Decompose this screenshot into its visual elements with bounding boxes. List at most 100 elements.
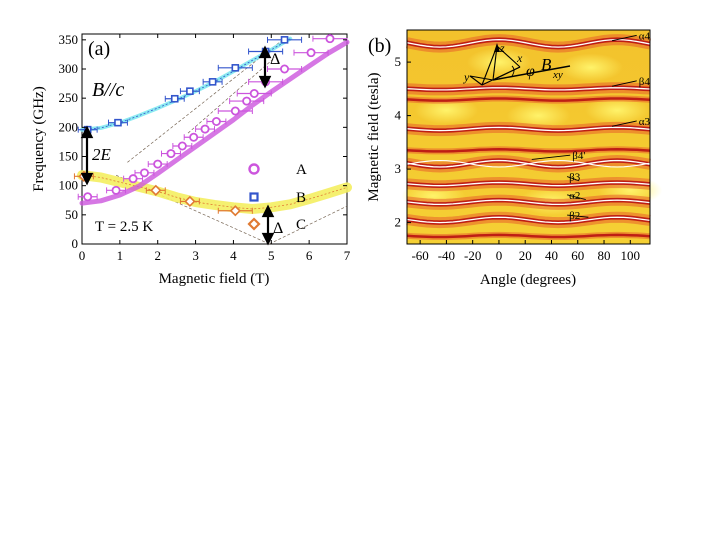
branch-curve [406,199,651,206]
axis-letter-z: z [499,41,505,55]
branch-label: β4' [572,150,585,162]
y-axis-label: Frequency (GHz) [31,86,47,191]
branch-pointer [531,154,571,160]
y-tick-label: 4 [395,108,402,123]
panel-label: (a) [88,38,110,60]
data-point-b [231,64,240,72]
panel-label: (b) [368,35,391,57]
heatmap-band-core [406,148,651,153]
x-tick-label: 6 [306,248,313,263]
x-tick-label: 100 [621,248,641,263]
branch-label: α4 [639,30,651,42]
x-tick-label: 0 [79,248,86,263]
delta-label-upper: Δ [270,51,280,68]
fit-bands [77,36,352,214]
data-point-a [128,174,138,184]
y-tick-label: 0 [72,236,79,251]
data-point-b [186,87,194,95]
x-tick-label: 7 [344,248,351,263]
panel-a: 0 1 2 3 4 5 6 7 0 50 100 150 200 250 300 350 (a) B//c T… [31,32,352,287]
heatmap-band-core [406,233,651,239]
data-point-a [230,106,240,116]
legend: A B C [247,162,307,233]
x-tick-label: 1 [117,248,124,263]
axis-letter-phi: φ [526,63,535,80]
legend-label-a: A [296,162,307,178]
data-point-a [306,48,316,58]
branch-curve [406,181,651,187]
guide-lines [115,39,348,245]
orientation-label: B//c [92,79,124,101]
branch-pointer [567,214,589,218]
heatmap-highlight [558,53,623,82]
y-axis-label: Magnetic field (tesla) [366,72,382,201]
branch-curve [406,216,651,224]
data-point-a [249,89,259,99]
x-axis-label: Magnetic field (T) [159,271,270,287]
data-point-a [325,34,335,44]
branch-pointer [567,194,586,201]
data-point-a [177,141,187,151]
heatmap-highlight [585,96,650,125]
y-tick-label: 250 [59,90,79,105]
guide-line [127,39,283,163]
branch-curve [406,126,651,132]
x-tick-label: 4 [230,248,237,263]
data-point-a [211,117,221,127]
x-tick-label: -60 [411,248,428,263]
x-tick-label: 80 [598,248,611,263]
axis-ticks: -60 -40 -20 0 20 40 60 80 100 2 3 4 5 [395,54,641,263]
branch-label: β4 [639,76,651,88]
axis-ticks: 0 1 2 3 4 5 6 7 0 50 100 150 200 250 300 350 [59,32,351,263]
y-tick-label: 200 [59,119,79,134]
branch-pointer [611,34,637,42]
heatmap-highlight [506,101,571,130]
heatmap-frame [406,29,651,245]
data-point-c [184,195,196,208]
x-tick-label: -40 [438,248,455,263]
data-point-c [229,205,241,217]
fit-line-c [81,174,348,210]
x-tick-label: 60 [571,248,584,263]
legend-label-c: C [296,217,306,233]
temperature-label: T = 2.5 K [95,219,153,235]
x-axis-label: Angle (degrees) [480,272,576,288]
y-tick-label: 150 [59,149,79,164]
fit-band-a [79,39,350,206]
delta-label-lower: Δ [273,220,283,237]
legend-marker-b [249,192,259,202]
gap-arrow [80,125,94,186]
data-point-b [208,78,217,86]
branch-pointer [611,120,637,127]
data-point-a [166,149,176,159]
x-tick-label: 20 [519,248,532,263]
data-point-a [242,96,252,106]
gap-label: 2E [92,145,112,164]
x-tick-label: 5 [268,248,275,263]
guide-line [269,205,348,245]
data-point-a [280,64,290,74]
x-tick-label: 0 [496,248,503,263]
x-tick-label: -20 [464,248,481,263]
data-point-a [83,192,93,202]
delta-arrow-lower [261,204,275,246]
legend-label-b: B [296,190,306,206]
y-tick-label: 100 [59,178,79,193]
data-point-a [111,185,121,195]
branch-label: β3 [569,172,581,184]
data-point-b [280,36,289,44]
delta-arrow-upper [258,45,272,89]
data-point-a [153,159,163,169]
fit-line-b [81,38,291,131]
branch-curve-secondary [406,159,651,168]
branch-label: α2 [569,190,580,202]
x-tick-label: 40 [545,248,558,263]
field-subscript: xy [552,69,563,81]
data-point-a [200,124,210,134]
field-letter-b: B [541,55,552,74]
data-point-a [189,132,199,142]
data-point-c [150,184,162,196]
legend-marker-a [248,163,260,175]
